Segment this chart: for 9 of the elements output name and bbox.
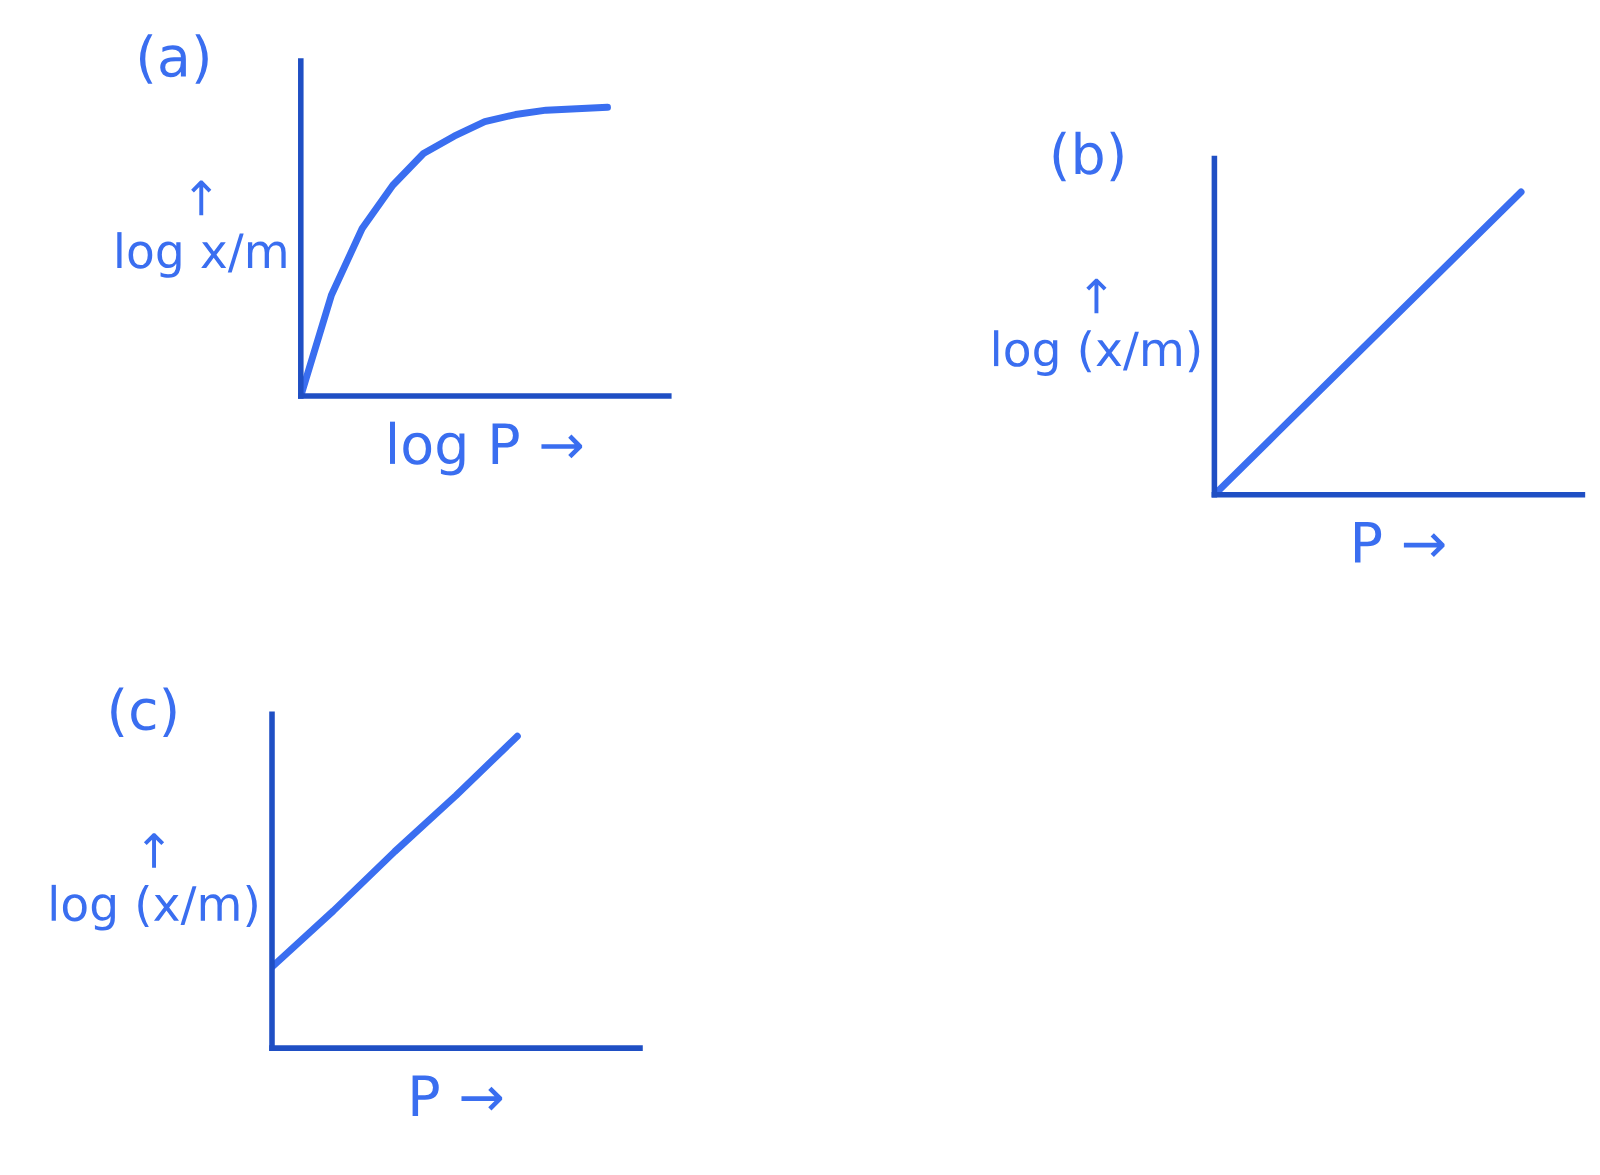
chart-title: (a) bbox=[139, 34, 208, 84]
x-axis-title: log P → bbox=[390, 421, 583, 476]
y-axis-title: ↑ log x/m bbox=[117, 180, 286, 278]
chart-title: (b) bbox=[1053, 131, 1123, 182]
y-axis-title: ↑ log (x/m) bbox=[994, 278, 1200, 376]
x-axis-title: P → bbox=[412, 1075, 503, 1117]
y-axis-title: ↑ log (x/m) bbox=[51, 833, 257, 931]
chart-title: (c) bbox=[111, 687, 176, 738]
x-axis-title: P → bbox=[1355, 522, 1445, 563]
